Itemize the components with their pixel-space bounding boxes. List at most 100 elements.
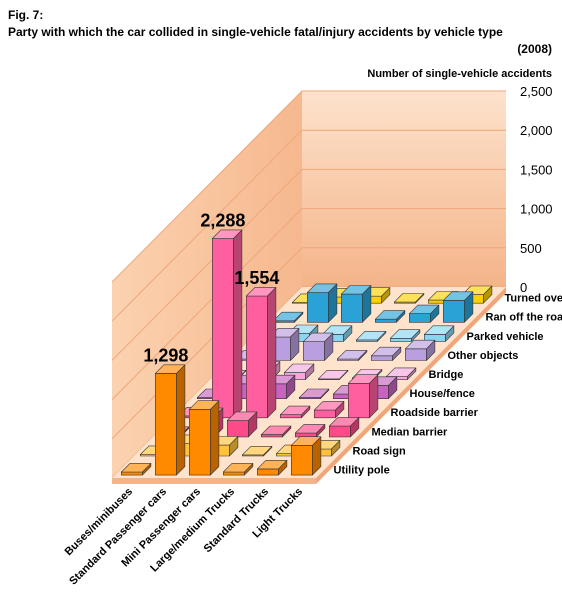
bar (223, 463, 254, 476)
bar (294, 424, 326, 438)
bar (340, 285, 372, 323)
value-tick-label: 2,500 (520, 84, 553, 99)
bar (442, 291, 474, 323)
bar-side-face (210, 400, 220, 476)
data-label: 1,554 (234, 268, 279, 288)
bar-top-face (302, 332, 334, 343)
bar-top-face (347, 374, 379, 384)
bar (279, 405, 311, 419)
party-label: Road sign (353, 445, 406, 457)
party-label: Parked vehicle (467, 331, 544, 343)
bar-front-face (189, 408, 211, 476)
floor-side-edge (316, 287, 506, 484)
bar-front-face (121, 471, 143, 476)
bar (374, 310, 406, 323)
gridline (111, 168, 506, 361)
bar (423, 325, 455, 342)
bar-top-face (290, 436, 322, 446)
bar-front-face (302, 341, 325, 361)
bar-top-face (340, 285, 372, 295)
bar-top-face (355, 330, 387, 341)
bar-front-face (313, 409, 336, 419)
bar-top-face (389, 329, 421, 339)
bar-top-face (408, 304, 440, 315)
bar (189, 400, 220, 476)
bar-top-face (121, 463, 152, 473)
party-label: Median barrier (372, 426, 449, 438)
bar-top-face (404, 339, 436, 350)
bar (317, 369, 349, 380)
bar-top-face (260, 425, 292, 435)
gridline (111, 129, 506, 322)
bar-front-face (294, 432, 317, 438)
bar-top-face (227, 411, 258, 421)
bar-top-face (256, 459, 288, 470)
bar-side-face (176, 364, 186, 476)
bar-top-face (393, 293, 425, 303)
bar (272, 311, 304, 323)
bar-front-face (279, 414, 302, 419)
bar (302, 332, 334, 361)
bar-top-face (328, 417, 360, 427)
bar-front-face (347, 382, 370, 419)
value-axis-title: Number of single-vehicle accidents (367, 68, 552, 80)
bar-top-face (306, 283, 338, 293)
bar (155, 364, 186, 476)
data-label: 1,298 (143, 345, 188, 365)
bar-top-face (385, 367, 417, 377)
bar-front-face (260, 434, 283, 438)
bar (355, 330, 387, 342)
bar-top-face (155, 364, 186, 374)
bar-top-face (423, 325, 455, 335)
bar (328, 417, 360, 438)
party-label: Bridge (429, 369, 464, 381)
value-tick-label: 0 (520, 280, 527, 295)
bar-top-face (370, 346, 402, 357)
floor-front-edge (112, 478, 316, 484)
bar-front-face (442, 300, 465, 323)
bar (298, 388, 330, 400)
bar-top-face (283, 363, 315, 373)
bar-front-face (246, 295, 268, 419)
bar-front-face (408, 313, 431, 323)
party-label: House/fence (410, 388, 475, 400)
bar (404, 339, 436, 361)
bar (227, 411, 258, 438)
bar-front-face (389, 337, 412, 342)
value-tick-label: 500 (520, 241, 542, 256)
party-label: Utility pole (334, 464, 390, 476)
bar (306, 283, 338, 323)
bar-front-face (370, 355, 393, 361)
bar-side-face (267, 287, 277, 419)
party-label: Roadside barrier (391, 407, 479, 419)
chart-title: Party with which the car collided in sin… (8, 25, 503, 39)
bar (212, 229, 243, 419)
bar-top-face (321, 325, 353, 335)
bar-side-face (233, 229, 243, 419)
bar (389, 329, 421, 342)
bar-top-face (317, 369, 349, 380)
bar-top-face (336, 350, 368, 360)
bar-top-face (246, 287, 277, 297)
bar (336, 350, 368, 361)
bar (370, 346, 402, 361)
bar-top-face (223, 463, 254, 473)
bar (393, 293, 425, 304)
bar-front-face (227, 420, 249, 438)
bar-front-face (290, 444, 313, 476)
chart-year: (2008) (517, 42, 552, 56)
value-tick-label: 1,500 (520, 162, 553, 177)
bar-front-face (155, 373, 177, 476)
bar (260, 425, 292, 438)
bar-top-face (242, 445, 273, 456)
bar-top-face (189, 400, 220, 410)
bar (290, 436, 322, 476)
bar (347, 374, 379, 419)
value-tick-label: 2,000 (520, 123, 553, 138)
bar-top-face (294, 424, 326, 434)
bar-front-face (404, 348, 427, 361)
bar (121, 463, 152, 476)
bar-front-face (223, 471, 245, 476)
bar-top-face (272, 311, 304, 322)
